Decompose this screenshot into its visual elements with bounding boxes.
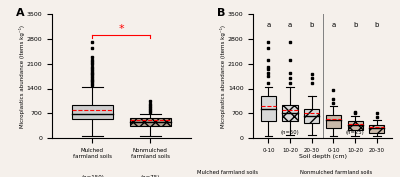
Text: Nonmulched farmland soils: Nonmulched farmland soils (300, 170, 372, 175)
Text: Mulched farmland soils: Mulched farmland soils (198, 170, 258, 175)
Bar (326, 115, 341, 128)
Bar (369, 125, 384, 133)
Text: b: b (353, 22, 357, 28)
Text: *: * (118, 24, 124, 34)
Text: A: A (16, 8, 24, 18)
Text: b: b (310, 22, 314, 28)
Bar (261, 96, 276, 121)
Bar (130, 118, 170, 126)
Text: (n=75): (n=75) (141, 175, 160, 177)
Text: a: a (288, 22, 292, 28)
Text: a: a (331, 22, 336, 28)
Text: a: a (266, 22, 270, 28)
Text: B: B (217, 8, 226, 18)
Y-axis label: Microplastics abundance (items kg⁻¹): Microplastics abundance (items kg⁻¹) (220, 25, 226, 128)
X-axis label: Soil depth (cm): Soil depth (cm) (299, 154, 347, 159)
Bar (282, 105, 298, 121)
Y-axis label: Microplastics abundance (items kg⁻¹): Microplastics abundance (items kg⁻¹) (19, 25, 25, 128)
Text: (n=50): (n=50) (281, 130, 300, 135)
Text: b: b (375, 22, 379, 28)
Bar (304, 109, 319, 123)
Bar (72, 105, 113, 119)
Bar (348, 121, 363, 130)
Text: (n=25): (n=25) (346, 130, 364, 135)
Text: (n=150): (n=150) (81, 175, 104, 177)
